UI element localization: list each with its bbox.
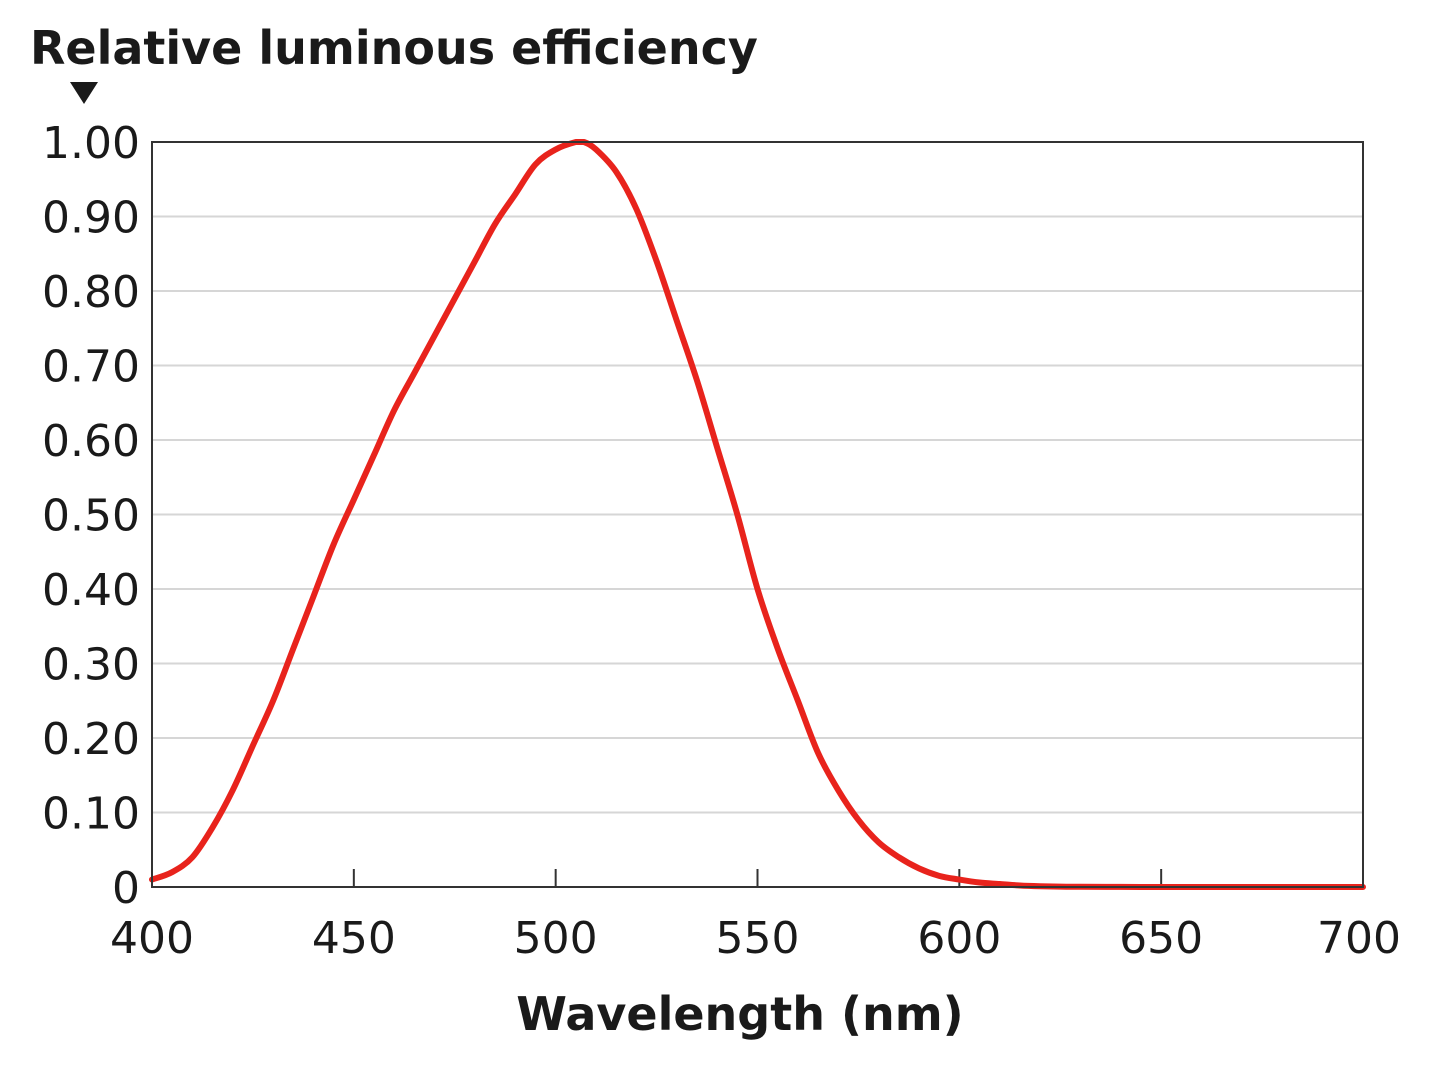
y-tick-label: 0.90	[42, 193, 140, 244]
x-axis-title: Wavelength (nm)	[516, 987, 963, 1041]
y-tick-label: 0.30	[42, 640, 140, 691]
y-tick-label: 0.70	[42, 342, 140, 393]
y-tick-label: 0.40	[42, 565, 140, 616]
x-tick-label: 400	[110, 913, 194, 964]
y-tick-labels: 0 0.10 0.20 0.30 0.40 0.50 0.60 0.70 0.80 0.90 1.0…	[42, 118, 140, 914]
x-ticks: 400 450 500 550 600 650 700	[110, 869, 1401, 964]
y-tick-label: 1.00	[42, 118, 140, 169]
y-axis-title: Relative luminous efficiency	[30, 21, 758, 75]
x-tick-label: 550	[716, 913, 800, 964]
plot-frame	[151, 141, 1364, 888]
x-tick-label: 650	[1119, 913, 1203, 964]
y-tick-label: 0	[112, 863, 140, 914]
y-tick-label: 0.20	[42, 714, 140, 765]
down-triangle-icon	[70, 82, 98, 104]
x-tick-label: 500	[514, 913, 598, 964]
y-tick-label: 0.60	[42, 416, 140, 467]
y-tick-label: 0.50	[42, 491, 140, 542]
x-tick-label: 450	[312, 913, 396, 964]
y-tick-label: 0.80	[42, 267, 140, 318]
x-tick-label: 600	[917, 913, 1001, 964]
x-tick-label: 700	[1317, 913, 1401, 964]
y-tick-label: 0.10	[42, 789, 140, 840]
gridlines	[152, 215, 1363, 814]
